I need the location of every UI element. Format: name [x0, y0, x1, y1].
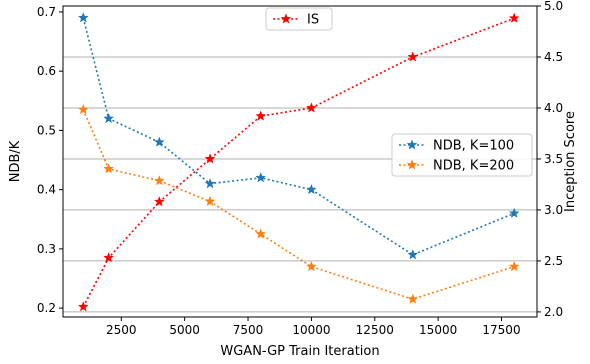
data-point-ndb-k-100-6 — [407, 249, 419, 260]
x-tick-label-5000: 5000 — [169, 323, 200, 337]
x-tick-label-12500: 12500 — [356, 323, 394, 337]
axes-layer: 2500 5000 7500 10000 12500 15000 17500 0.2 0.3 0.… — [37, 0, 563, 337]
data-point-is-3 — [204, 153, 216, 164]
y-left-tick-label-0.4: 0.4 — [37, 183, 56, 197]
legend-marker-is — [280, 13, 292, 24]
data-point-ndb-k-200-5 — [305, 260, 317, 272]
legend-box — [265, 7, 333, 31]
data-point-is-7 — [508, 12, 520, 23]
x-tick-label-7500: 7500 — [233, 323, 264, 337]
y-right-tick-label-4.5: 4.5 — [544, 50, 563, 64]
legend-box — [391, 133, 533, 177]
y-right-tick-label-2.5: 2.5 — [544, 254, 563, 268]
series-layer — [77, 12, 520, 312]
legend-entry-is: IS — [307, 13, 319, 28]
y-right-tick-label-4: 4.0 — [544, 101, 563, 115]
data-point-ndb-k-200-2 — [153, 175, 165, 186]
data-point-ndb-k-100-7 — [508, 207, 520, 218]
y-axis-label-right: Inception Score — [563, 111, 578, 212]
data-point-ndb-k-100-4 — [255, 172, 267, 183]
legend-marker-ndb-k-200 — [406, 159, 418, 170]
legend-entry-ndb-k-200: NDB, K=200 — [433, 159, 514, 174]
data-point-ndb-k-100-2 — [153, 136, 165, 147]
plot-frame — [62, 5, 538, 318]
data-point-is-6 — [407, 51, 419, 62]
legend-marker-ndb-k-100 — [406, 139, 418, 150]
series-line-is — [82, 17, 515, 308]
data-point-is-5 — [305, 102, 317, 113]
y-right-tick-label-2: 2.0 — [544, 305, 563, 319]
series-line-ndb-k-200 — [82, 109, 515, 301]
y-right-tick-label-5: 5.0 — [544, 0, 563, 13]
y-right-tick-label-3: 3.0 — [544, 203, 563, 217]
y-left-tick-label-0.5: 0.5 — [37, 123, 56, 137]
x-axis-label: WGAN-GP Train Iteration — [220, 344, 379, 359]
data-point-ndb-k-200-0 — [77, 103, 89, 115]
data-point-ndb-k-100-1 — [103, 112, 115, 124]
series-line-ndb-k-100 — [82, 17, 515, 256]
legend-entry-ndb-k-100: NDB, K=100 — [433, 139, 514, 154]
data-point-ndb-k-100-3 — [204, 177, 216, 189]
data-point-ndb-k-200-1 — [103, 163, 115, 174]
x-tick-label-17500: 17500 — [482, 323, 520, 337]
y-right-tick-label-3.5: 3.5 — [544, 152, 563, 166]
legend-layer: IS NDB, K=100 NDB, K=200 — [265, 7, 533, 177]
y-left-tick-label-0.6: 0.6 — [37, 64, 56, 78]
data-point-ndb-k-100-0 — [77, 12, 89, 23]
data-point-ndb-k-200-7 — [508, 260, 520, 272]
data-point-ndb-k-100-5 — [305, 183, 317, 195]
x-tick-label-10000: 10000 — [292, 323, 330, 337]
data-point-is-0 — [77, 301, 89, 312]
data-point-is-4 — [255, 110, 267, 121]
x-tick-label-15000: 15000 — [419, 323, 457, 337]
data-point-is-2 — [153, 196, 165, 207]
data-point-ndb-k-200-6 — [407, 293, 419, 304]
data-point-is-1 — [103, 252, 115, 263]
data-point-ndb-k-200-4 — [255, 228, 267, 239]
x-tick-label-2500: 2500 — [106, 323, 137, 337]
y-left-tick-label-0.2: 0.2 — [37, 301, 56, 315]
y-axis-label-left: NDB/K — [8, 140, 23, 182]
y-left-tick-label-0.7: 0.7 — [37, 5, 56, 19]
y-left-tick-label-0.3: 0.3 — [37, 242, 56, 256]
data-point-ndb-k-200-3 — [204, 195, 216, 207]
